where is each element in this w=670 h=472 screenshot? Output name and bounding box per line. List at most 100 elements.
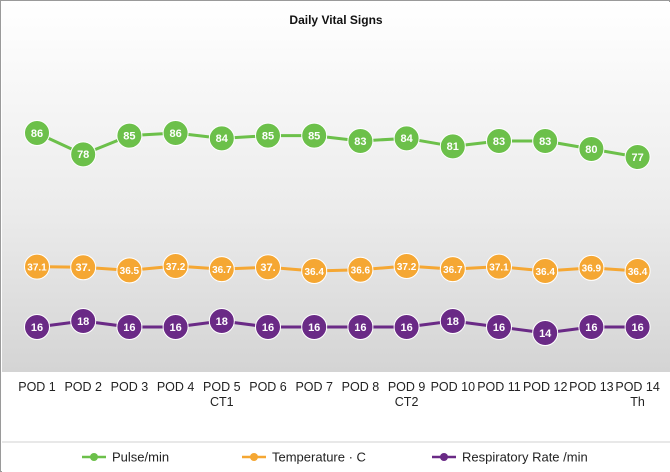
x-tick-label: POD 10: [431, 380, 476, 394]
respiratory-data-label: 18: [447, 316, 459, 328]
temperature-data-label: 36.4: [628, 267, 648, 278]
respiratory-point: [347, 314, 374, 340]
temperature-point: [624, 258, 651, 284]
x-tick-label: POD 7: [295, 380, 333, 394]
respiratory-point: [255, 314, 281, 340]
pulse-data-label: 86: [169, 128, 181, 140]
x-tick-label: POD 5: [203, 380, 241, 394]
temperature-data-label: 36.7: [443, 265, 463, 276]
respiratory-point: [532, 320, 559, 346]
temperature-data-label: 36.9: [582, 264, 602, 275]
pulse-point: [162, 120, 189, 146]
temperature-point: [24, 253, 50, 280]
temperature-point: [439, 256, 466, 283]
temperature-data-label: 36.5: [120, 266, 140, 277]
temperature-legend-marker: [250, 453, 258, 461]
respiratory-point: [439, 308, 466, 334]
pulse-point: [24, 120, 50, 146]
temperature-data-label: 37.1: [27, 262, 47, 273]
respiratory-point: [393, 314, 420, 340]
pulse-point: [532, 128, 559, 154]
temperature-data-label: 36.6: [351, 266, 371, 277]
pulse-point: [439, 133, 466, 160]
x-tick-label: POD 2: [64, 380, 102, 394]
respiratory-data-label: 16: [308, 322, 320, 334]
temperature-data-label: 37.2: [166, 262, 186, 273]
pulse-point: [578, 136, 605, 162]
pulse-point: [208, 125, 235, 152]
pulse-data-label: 77: [631, 152, 643, 164]
temperature-point: [347, 256, 374, 283]
pulse-point: [116, 122, 143, 149]
temperature-point: [116, 257, 143, 284]
pulse-point: [347, 128, 374, 154]
x-tick-label: POD 12: [523, 380, 568, 394]
temperature-data-label: 37.1: [489, 262, 509, 273]
respiratory-point: [624, 314, 651, 340]
x-tick-label: POD 6: [249, 380, 287, 394]
respiratory-point: [301, 314, 328, 340]
pulse-data-label: 84: [400, 133, 413, 145]
respiratory-data-label: 16: [493, 322, 505, 334]
x-tick-label: POD 14: [615, 380, 660, 394]
pulse-data-label: 86: [31, 128, 43, 140]
respiratory-point: [578, 314, 605, 340]
pulse-point: [393, 125, 420, 152]
x-tick-sublabel: Th: [630, 395, 645, 409]
temperature-data-label: 36.7: [212, 265, 232, 276]
respiratory-data-label: 18: [77, 316, 89, 328]
respiratory-data-label: 16: [585, 322, 597, 334]
pulse-point: [70, 141, 97, 168]
x-tick-sublabel: CT1: [210, 395, 234, 409]
pulse-data-label: 84: [216, 133, 229, 145]
respiratory-data-label: 16: [169, 322, 181, 334]
respiratory-data-label: 16: [631, 322, 643, 334]
respiratory-point: [116, 314, 143, 340]
temperature-point: [301, 258, 328, 284]
temperature-data-label: 36.4: [304, 267, 324, 278]
temperature-point: [393, 253, 420, 279]
respiratory-data-label: 16: [123, 322, 135, 334]
legend-background: [2, 372, 670, 472]
respiratory-point: [162, 314, 189, 340]
pulse-data-label: 83: [493, 136, 505, 148]
respiratory-point: [24, 314, 50, 340]
respiratory-legend-marker: [440, 453, 448, 461]
temperature-point: [162, 253, 189, 279]
x-tick-label: POD 1: [18, 380, 56, 394]
temperature-point: [486, 253, 512, 280]
x-tick-label: POD 13: [569, 380, 614, 394]
temperature-data-label: 37.: [260, 262, 275, 274]
x-tick-label: POD 9: [388, 380, 426, 394]
pulse-data-label: 85: [262, 130, 274, 142]
pulse-point: [486, 128, 512, 154]
temperature-point: [70, 254, 97, 281]
x-tick-label: POD 3: [111, 380, 149, 394]
respiratory-data-label: 18: [216, 316, 228, 328]
pulse-data-label: 78: [77, 149, 89, 161]
temperature-data-label: 36.4: [535, 267, 555, 278]
pulse-legend-label: Pulse/min: [112, 450, 169, 465]
pulse-data-label: 83: [354, 136, 366, 148]
respiratory-point: [208, 308, 235, 334]
x-tick-label: POD 4: [157, 380, 195, 394]
respiratory-data-label: 16: [31, 322, 43, 334]
temperature-data-label: 37.: [76, 262, 91, 274]
pulse-data-label: 85: [308, 130, 320, 142]
respiratory-data-label: 16: [400, 322, 412, 334]
respiratory-data-label: 16: [354, 322, 366, 334]
x-tick-sublabel: CT2: [395, 395, 419, 409]
temperature-point: [255, 254, 281, 281]
respiratory-legend-label: Respiratory Rate /min: [462, 450, 588, 465]
temperature-legend-label: Temperature · C: [272, 450, 366, 465]
temperature-data-label: 37.2: [397, 262, 417, 273]
series-layer: 86 78 85 86 84 85 85 83 84 81 83 83 80 77 37.1 37. 36.5 3…: [24, 120, 651, 346]
legend: Pulse/min Temperature · C Respiratory Rate…: [82, 450, 588, 465]
respiratory-point: [70, 308, 97, 334]
pulse-data-label: 85: [123, 130, 135, 142]
temperature-point: [578, 254, 605, 281]
temperature-point: [532, 258, 559, 284]
